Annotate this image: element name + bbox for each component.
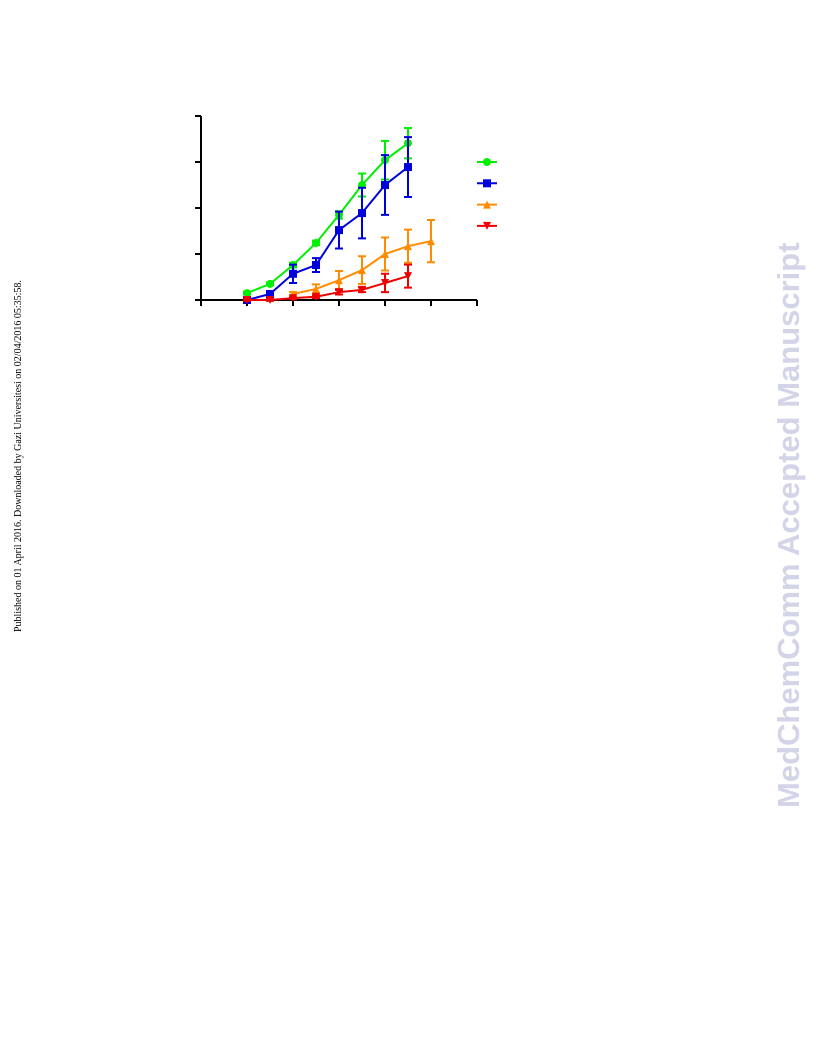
data-point xyxy=(358,266,366,275)
data-point xyxy=(266,290,274,299)
data-point xyxy=(381,278,389,287)
data-point xyxy=(335,276,343,285)
data-point xyxy=(335,226,343,235)
data-point xyxy=(404,242,412,251)
data-point xyxy=(404,163,412,172)
data-point xyxy=(427,237,435,246)
data-point xyxy=(312,261,320,270)
data-point xyxy=(243,289,251,298)
legend-marker xyxy=(483,158,491,166)
legend-marker xyxy=(483,221,491,230)
data-point xyxy=(266,279,274,288)
data-point xyxy=(266,296,274,304)
data-point xyxy=(335,288,343,297)
data-point xyxy=(381,250,389,258)
data-point xyxy=(381,181,389,189)
series-line xyxy=(246,142,409,295)
data-point xyxy=(404,272,412,281)
data-point xyxy=(312,292,320,301)
legend-marker xyxy=(483,200,491,209)
data-point xyxy=(312,238,320,247)
data-point xyxy=(289,294,297,303)
data-point xyxy=(289,269,297,278)
data-point xyxy=(312,284,320,293)
data-point xyxy=(358,209,366,218)
legend-marker xyxy=(483,179,491,188)
data-point xyxy=(243,296,251,304)
data-point xyxy=(358,285,366,294)
